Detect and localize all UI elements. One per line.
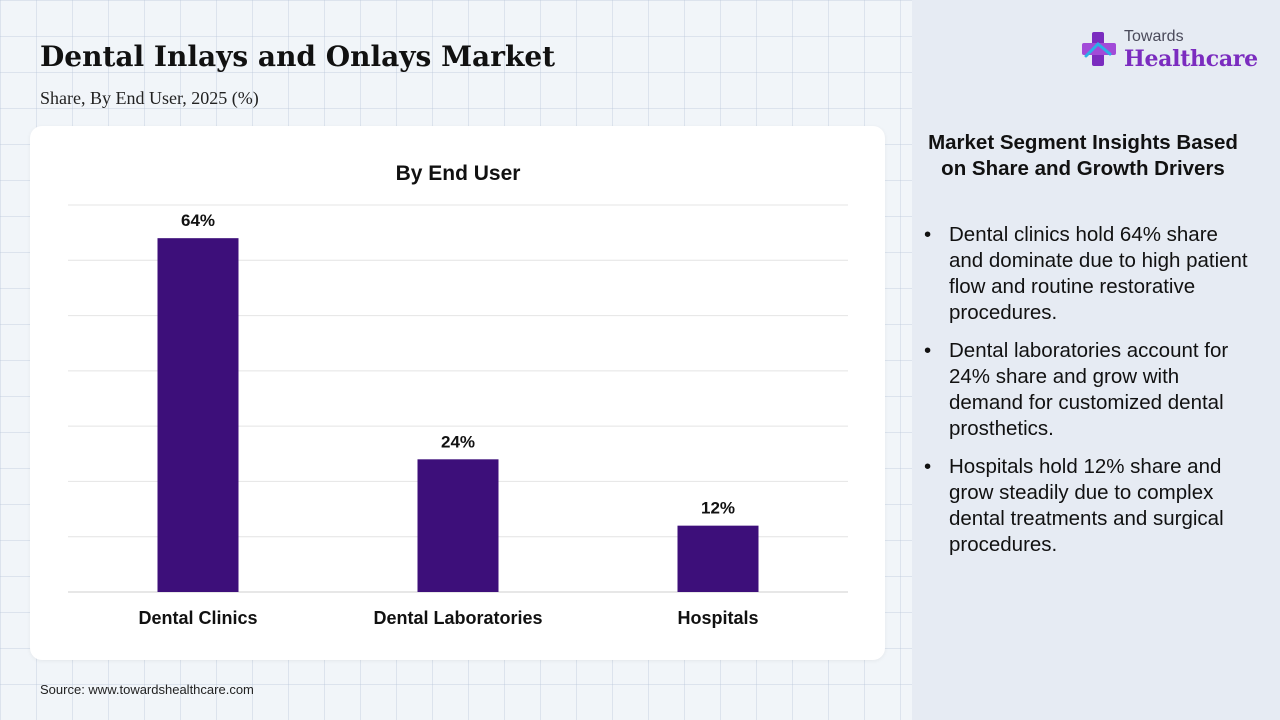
x-tick-label: Dental Laboratories (373, 608, 542, 628)
insight-text: Hospitals hold 12% share and grow steadi… (949, 455, 1224, 556)
page-subtitle: Share, By End User, 2025 (%) (40, 88, 259, 108)
bullet-icon: • (924, 339, 932, 362)
insights-list: • Dental clinics hold 64% share and domin… (922, 222, 1252, 570)
bar (157, 238, 239, 592)
insight-item: • Dental laboratories account for 24% sha… (922, 338, 1252, 442)
data-label: 24% (441, 432, 475, 451)
bullet-icon: • (924, 455, 932, 478)
data-label: 12% (701, 499, 735, 518)
insights-panel (912, 0, 1280, 720)
chart-title: By End User (396, 162, 521, 185)
insight-text: Dental clinics hold 64% share and domina… (949, 223, 1248, 324)
brand-logo: Towards Healthcare (1080, 26, 1260, 82)
logo-text-healthcare: Healthcare (1124, 46, 1258, 72)
insight-item: • Dental clinics hold 64% share and domin… (922, 222, 1252, 326)
page-title: Dental Inlays and Onlays Market (40, 40, 556, 73)
healthcare-cross-icon (1082, 32, 1116, 66)
logo-text-towards: Towards (1124, 28, 1184, 45)
bar-chart: By End User 64% Dental Clinics 24% Dental La… (68, 162, 848, 628)
source-note: Source: www.towardshealthcare.com (40, 682, 254, 697)
x-tick-label: Dental Clinics (138, 608, 257, 628)
bullet-icon: • (924, 223, 932, 246)
insight-text: Dental laboratories account for 24% shar… (949, 339, 1229, 440)
insight-item: • Hospitals hold 12% share and grow stead… (922, 454, 1252, 558)
x-tick-label: Hospitals (677, 608, 758, 628)
insights-title: Market Segment Insights Based on Share a… (928, 131, 1238, 180)
bar (677, 525, 759, 592)
data-label: 64% (181, 211, 215, 230)
chart-card: By End User 64% Dental Clinics 24% Dental La… (30, 126, 885, 660)
bar (417, 459, 499, 592)
